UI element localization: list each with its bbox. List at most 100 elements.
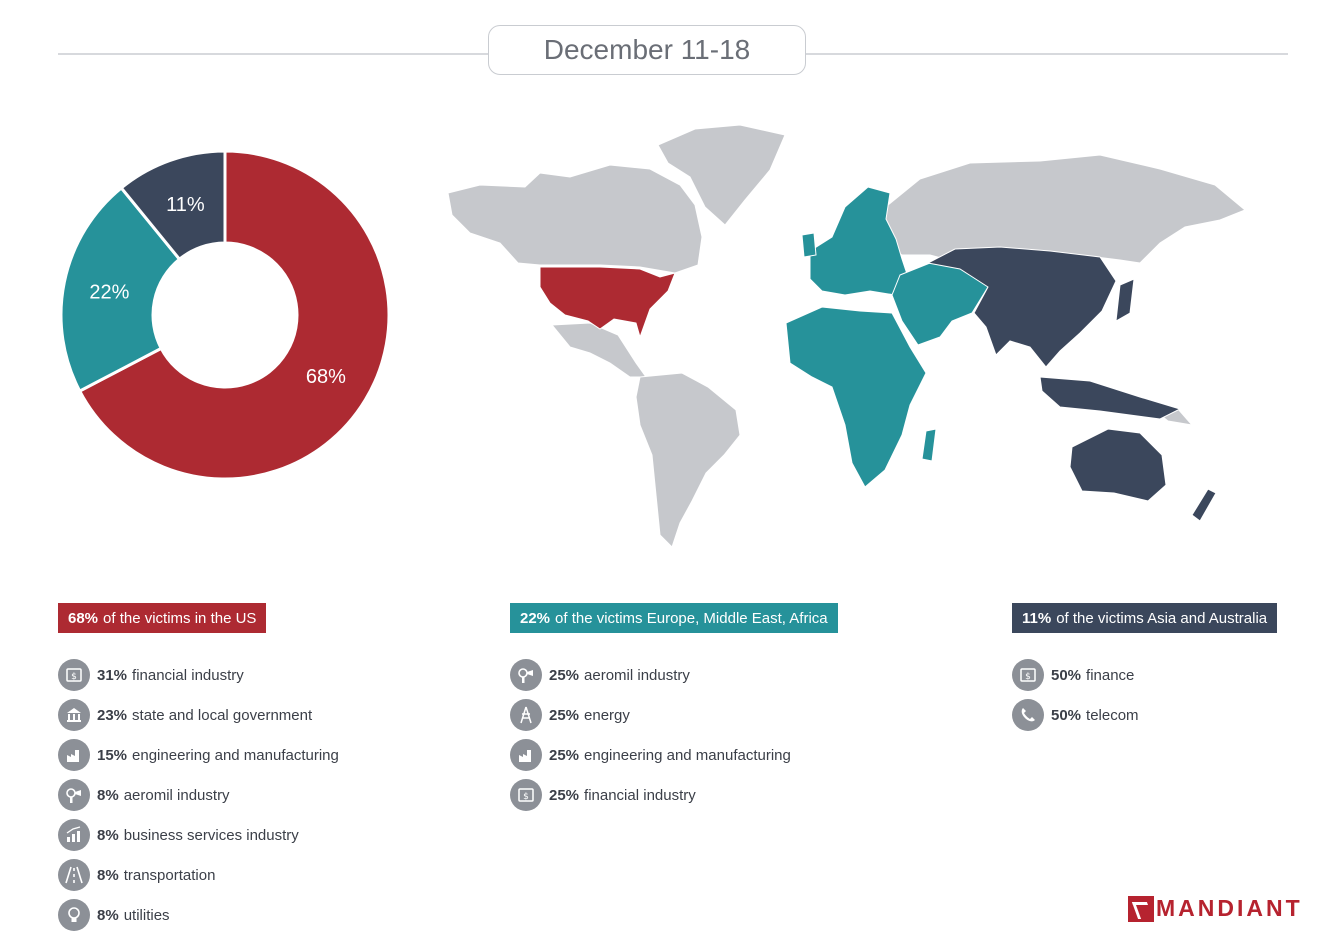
list-item: 25% energy [510,695,791,735]
region-banner-pct: 22% [520,609,551,627]
donut-slice-label: 11% [166,194,205,216]
list-item-text: 25% engineering and manufacturing [549,747,791,764]
donut-slice [77,150,390,480]
list-item: 23% state and local government [58,695,339,735]
finance-icon: $ [510,779,542,811]
header-rule-left [58,53,490,55]
region-banner-pct: 68% [68,609,99,627]
list-item-label: engineering and manufacturing [584,746,791,764]
list-item-pct: 8% [97,866,119,884]
list-item-pct: 25% [549,786,580,804]
mandiant-logo-mark [1128,895,1154,922]
list-item-label: transportation [123,866,216,884]
svg-text:$: $ [523,792,529,802]
donut-chart: 68% 22% 11% [60,150,390,480]
list-item: 8% utilities [58,895,339,935]
phone-icon [1012,699,1044,731]
list-item-label: energy [584,706,630,724]
list-item-label: financial industry [584,786,696,804]
mandiant-logo-text: MANDIANT [1156,895,1303,921]
list-item-text: 50% finance [1051,667,1134,684]
manufacturing-icon [510,739,542,771]
list-item-pct: 8% [97,906,119,924]
list-item-pct: 8% [97,826,119,844]
list-item-pct: 23% [97,706,128,724]
donut-slice [60,185,182,394]
region-banner-text: of the victims in the US [103,609,257,627]
mandiant-logo: MANDIANT [1128,895,1303,922]
list-item-text: 25% financial industry [549,787,696,804]
government-building-icon [58,699,90,731]
map-europe [809,186,911,296]
list-item: 50% telecom [1012,695,1139,735]
list-item: $50% finance [1012,655,1139,695]
list-item-pct: 15% [97,746,128,764]
region-banner-pct: 11% [1022,609,1052,627]
list-item-label: engineering and manufacturing [132,746,339,764]
manufacturing-icon [58,739,90,771]
map-southeast-asia [1039,376,1182,420]
list-item-text: 8% utilities [97,907,170,924]
growth-chart-icon [58,819,90,851]
list-item-text: 50% telecom [1051,707,1139,724]
map-australia [1069,428,1167,502]
list-item: 25% engineering and manufacturing [510,735,791,775]
map-russia [879,154,1246,264]
map-east-asia [926,246,1117,368]
period-title: December 11-18 [488,25,806,75]
region-banner-text: of the victims Europe, Middle East, Afri… [555,609,828,627]
world-map [447,124,1246,548]
list-item-label: aeromil industry [584,666,690,684]
map-uk [801,232,817,258]
map-usa [539,266,676,339]
map-south-america [635,372,741,548]
donut-slice [119,150,227,262]
list-item-text: 8% aeromil industry [97,787,230,804]
list-item-pct: 25% [549,746,580,764]
list-item: 8% business services industry [58,815,339,855]
region-banner-apac: 11% of the victims Asia and Australia [1012,603,1278,633]
list-item-pct: 50% [1051,666,1082,684]
list-item-text: 23% state and local government [97,707,312,724]
road-icon [58,859,90,891]
finance-icon: $ [1012,659,1044,691]
list-item: 25% aeromil industry [510,655,791,695]
header-rule-right [806,53,1288,55]
list-item-label: utilities [123,906,170,924]
list-item-label: aeromil industry [123,786,230,804]
list-item-label: telecom [1086,706,1139,724]
list-item-pct: 31% [97,666,128,684]
map-canada [447,164,703,274]
hairdryer-icon [510,659,542,691]
map-greenland [657,124,786,226]
donut-slice-label: 22% [89,281,129,303]
map-central-america [550,322,647,378]
list-item-text: 8% transportation [97,867,215,884]
svg-text:$: $ [71,672,77,682]
list-item-label: business services industry [123,826,299,844]
lightbulb-icon [58,899,90,931]
list-item: $31% financial industry [58,655,339,695]
svg-text:$: $ [1025,672,1031,682]
region-banner-us: 68% of the victims in the US [58,603,267,633]
power-tower-icon [510,699,542,731]
list-item-pct: 50% [1051,706,1082,724]
industry-list-us: $31% financial industry 23% state and local… [58,655,339,935]
industry-list-apac: $50% finance 50% telecom [1012,655,1139,735]
map-africa [785,306,927,488]
list-item-label: state and local government [132,706,313,724]
list-item: 8% aeromil industry [58,775,339,815]
list-item-text: 25% energy [549,707,630,724]
region-banner-text: of the victims Asia and Australia [1056,609,1268,627]
list-item-label: finance [1086,666,1135,684]
finance-icon: $ [58,659,90,691]
list-item-pct: 25% [549,706,580,724]
region-banner-emea: 22% of the victims Europe, Middle East, … [510,603,838,633]
map-madagascar [921,428,937,462]
list-item: $25% financial industry [510,775,791,815]
list-item-pct: 25% [549,666,580,684]
list-item-text: 15% engineering and manufacturing [97,747,339,764]
hairdryer-icon [58,779,90,811]
map-japan [1115,278,1135,322]
industry-list-emea: 25% aeromil industry 25% energy 25% engineeri… [510,655,791,815]
